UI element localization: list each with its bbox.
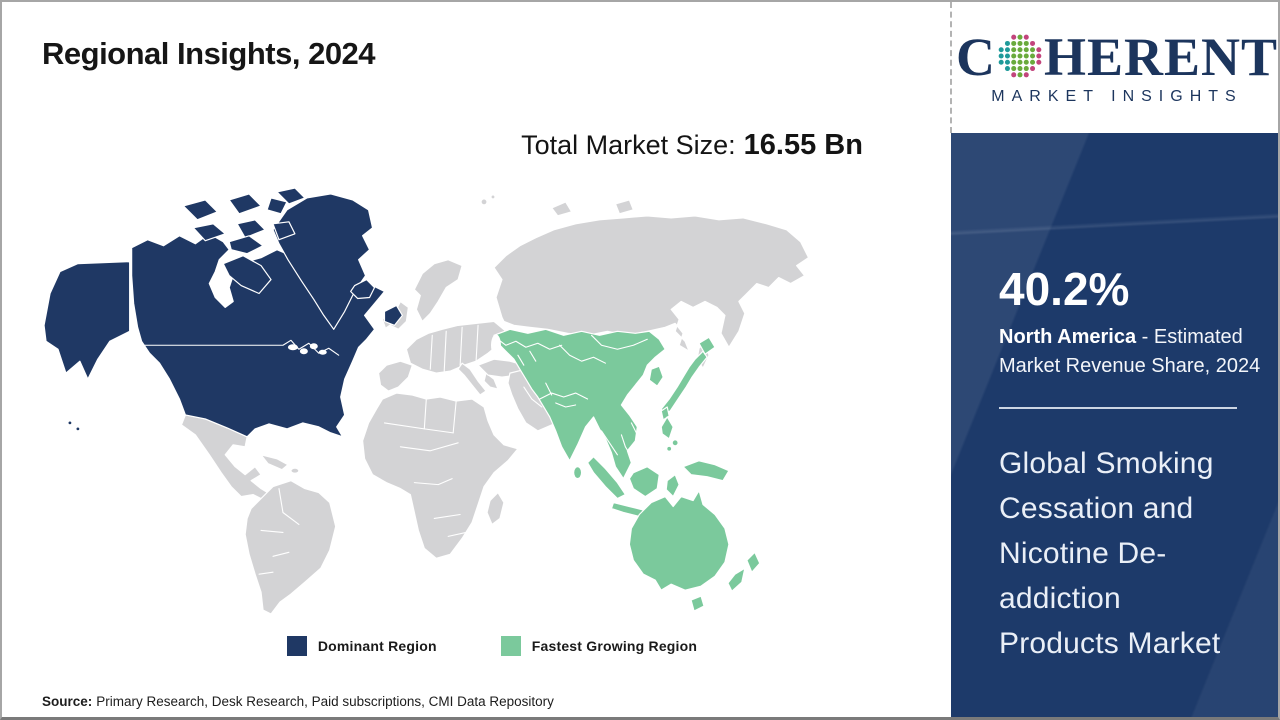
map-hokkaido [698, 336, 716, 355]
map-alaska [43, 261, 131, 380]
map-cuba [260, 454, 289, 471]
fastest-growing-region-label: Fastest Growing Region [531, 638, 698, 654]
logo-word-rest: HERENT [1043, 26, 1279, 87]
map-russia [493, 215, 810, 352]
dominant-region-label: Dominant Region [317, 638, 437, 654]
total-market-size-label: Total Market Size: [521, 130, 736, 160]
logo-letter-c: C [955, 26, 996, 87]
logo-subtitle: MARKET INSIGHTS [991, 87, 1243, 105]
map-baffin-island [222, 255, 272, 295]
map-africa [361, 392, 519, 559]
map-australia [628, 490, 730, 591]
market-name: Global Smoking Cessation and Nicotine De… [999, 446, 1221, 660]
dominant-region-swatch [286, 636, 307, 656]
map-sumatra [586, 456, 626, 500]
revenue-share-rest: - Estimated Market Revenue Share, 2024 [999, 325, 1261, 377]
map-asia-block [493, 328, 666, 480]
world-map [43, 187, 810, 615]
map-tasmania [690, 595, 705, 612]
map-scandinavia [413, 259, 463, 322]
source-label: Source: [42, 694, 93, 709]
map-new-zealand-south [727, 567, 746, 592]
source-line: Source: Primary Research, Desk Research, … [42, 694, 554, 709]
logo-dashed-separator [950, 2, 952, 133]
revenue-share-value: 40.2% [999, 263, 1130, 315]
map-iceland [350, 278, 376, 300]
map-south-america [244, 480, 337, 615]
map-greece [483, 372, 499, 390]
map-japan [660, 350, 708, 415]
map-hawaii [67, 420, 73, 426]
page-title: Regional Insights, 2024 [42, 36, 376, 71]
logo-globe-icon [998, 34, 1042, 77]
revenue-share-description: North America - Estimated Market Revenue… [999, 323, 1261, 381]
map-italy [457, 362, 487, 396]
fastest-growing-region-swatch [500, 636, 521, 656]
map-country-borders [143, 324, 648, 575]
stats-panel: 40.2% North America - Estimated Market R… [951, 133, 1278, 717]
map-philippines [660, 416, 674, 440]
map-newfoundland [383, 304, 404, 326]
legend-item-fastest-growing: Fastest Growing Region [500, 636, 698, 656]
map-caspian-sea [491, 334, 501, 357]
map-sri-lanka [573, 466, 583, 480]
map-fastest-growing-region-asia-pacific [493, 328, 761, 612]
map-mexico [180, 414, 272, 502]
legend-item-dominant: Dominant Region [286, 636, 437, 656]
map-sulawesi [665, 474, 680, 498]
logo-wordmark: C [956, 30, 1278, 84]
map-new-zealand-north [746, 551, 761, 573]
map-greenland [272, 193, 374, 330]
source-text: Primary Research, Desk Research, Paid su… [96, 694, 554, 709]
map-borneo [628, 466, 660, 498]
map-iberia [377, 360, 413, 392]
map-legend: Dominant Region Fastest Growing Region [32, 636, 952, 656]
revenue-share-region: North America [999, 325, 1137, 348]
map-dominant-region-north-america [43, 187, 404, 438]
panel-divider [999, 406, 1237, 409]
map-madagascar [486, 491, 505, 526]
map-new-guinea [682, 460, 730, 482]
total-market-size: Total Market Size: 16.55 Bn [432, 129, 952, 162]
coherent-logo: C [954, 2, 1278, 133]
map-korea [648, 365, 664, 387]
total-market-size-value: 16.55 Bn [743, 129, 863, 161]
